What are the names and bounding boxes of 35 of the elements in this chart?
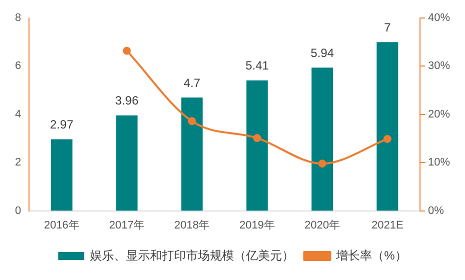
bar — [181, 98, 203, 211]
data-label: 4.7 — [184, 76, 201, 90]
x-tick-label: 2019年 — [239, 219, 275, 232]
point — [383, 134, 392, 143]
legend-label: 娱乐、显示和打印市场规模（亿美元） — [90, 248, 294, 262]
data-label: 7 — [384, 20, 392, 34]
bar — [376, 42, 398, 211]
legend-label: 增长率（%） — [335, 248, 407, 262]
x-tick-label: 2021E — [372, 219, 404, 232]
y2-tick-label: 10% — [428, 156, 450, 169]
bar — [50, 139, 72, 211]
x-tick-label: 2018年 — [174, 219, 210, 232]
x-tick-label: 2016年 — [44, 219, 80, 232]
y2-tick-label: 0% — [428, 204, 444, 217]
x-tick-label: 2020年 — [304, 219, 340, 232]
y-tick-label: 4 — [14, 108, 22, 120]
bar — [312, 68, 334, 211]
y-tick-label: 6 — [14, 60, 22, 72]
point — [188, 117, 196, 126]
point — [122, 46, 131, 55]
data-label: 3.96 — [115, 94, 139, 108]
point — [253, 134, 262, 142]
y-tick-label: 2 — [14, 156, 22, 169]
y2-tick-label: 20% — [428, 108, 450, 120]
y2-tick-label: 30% — [428, 60, 450, 72]
y-tick-label: 8 — [14, 12, 22, 24]
point — [318, 160, 326, 168]
data-label: 5.41 — [245, 58, 270, 73]
data-label: 2.97 — [50, 118, 74, 132]
y2-tick-label: 40% — [428, 12, 450, 24]
data-label: 5.94 — [310, 46, 334, 60]
bar — [246, 80, 268, 211]
y-tick-label: 0 — [14, 204, 22, 217]
x-tick-label: 2017年 — [109, 219, 145, 232]
bar — [116, 115, 138, 211]
